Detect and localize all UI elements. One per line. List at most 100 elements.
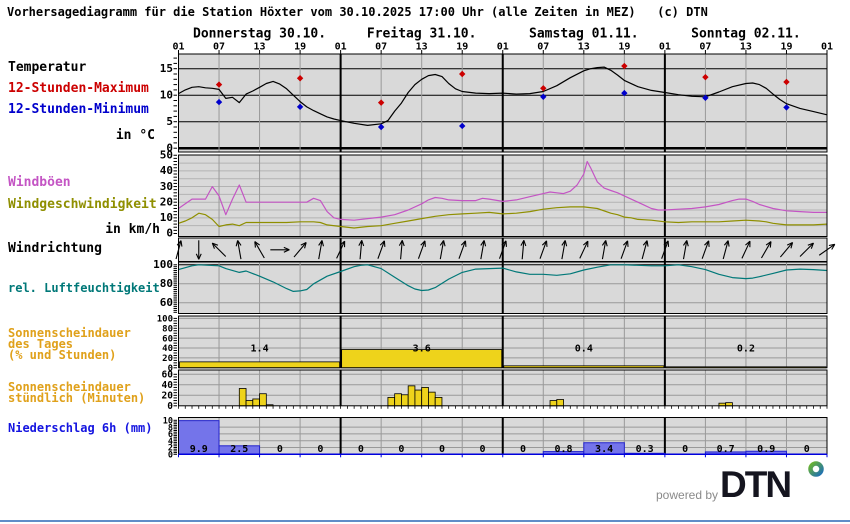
- svg-text:01: 01: [659, 42, 671, 53]
- precipitation-bars: [178, 420, 787, 455]
- svg-text:60: 60: [162, 370, 174, 381]
- svg-text:20: 20: [162, 391, 174, 402]
- svg-text:Freitag 31.10.: Freitag 31.10.: [367, 27, 477, 42]
- sunshine-hourly-label-2: stündlich (Minuten): [8, 391, 146, 405]
- svg-text:19: 19: [618, 42, 630, 53]
- y-axis-labels: 0510150102030405060801000204060801000204…: [153, 62, 173, 461]
- svg-text:50: 50: [160, 148, 173, 161]
- axis-ticks: [173, 50, 828, 455]
- svg-text:80: 80: [162, 324, 173, 334]
- wind-direction-label: Windrichtung: [8, 241, 102, 256]
- svg-text:0: 0: [166, 227, 173, 240]
- svg-text:Donnerstag 30.10.: Donnerstag 30.10.: [193, 27, 326, 42]
- humidity-label: rel. Luftfeuchtigkeit: [8, 281, 160, 295]
- svg-text:10: 10: [160, 211, 173, 224]
- svg-text:60: 60: [162, 334, 173, 344]
- temperature-unit-label: in °C: [115, 128, 155, 143]
- svg-text:3.4: 3.4: [595, 444, 613, 455]
- svg-text:19: 19: [780, 42, 792, 53]
- svg-text:2: 2: [168, 444, 173, 454]
- sunshine-hourly-label-1: Sonnenscheindauer: [8, 380, 131, 394]
- svg-text:6: 6: [168, 430, 173, 440]
- svg-text:13: 13: [254, 42, 266, 53]
- svg-text:Samstag 01.11.: Samstag 01.11.: [529, 27, 639, 42]
- wind-speed-label: Windgeschwindigkeit: [8, 197, 157, 212]
- svg-text:19: 19: [294, 42, 306, 53]
- marker-min: [215, 89, 790, 131]
- svg-text:19: 19: [456, 42, 468, 53]
- x-axis-labels: Donnerstag 30.10. Freitag 31.10. Samstag 0…: [172, 27, 833, 53]
- svg-text:01: 01: [821, 42, 833, 53]
- svg-text:40: 40: [162, 380, 174, 391]
- svg-text:0: 0: [166, 141, 173, 154]
- svg-text:0: 0: [317, 444, 323, 455]
- page-title: Vorhersagediagramm für die Station Höxte…: [7, 5, 708, 19]
- svg-text:0.2: 0.2: [737, 344, 755, 355]
- svg-text:07: 07: [375, 42, 387, 53]
- svg-text:0: 0: [682, 444, 688, 455]
- svg-text:20: 20: [162, 354, 173, 364]
- svg-text:0: 0: [167, 401, 173, 412]
- svg-text:5: 5: [166, 115, 173, 128]
- svg-text:0: 0: [168, 451, 173, 461]
- svg-text:0: 0: [168, 364, 173, 374]
- svg-text:0.9: 0.9: [757, 444, 775, 455]
- sunshine-daily-label-2: des Tages: [8, 337, 74, 351]
- svg-text:13: 13: [740, 42, 752, 53]
- svg-text:0.8: 0.8: [555, 444, 573, 455]
- svg-text:0: 0: [358, 444, 364, 455]
- temperature-panel: [178, 62, 828, 131]
- footer-rule: [0, 520, 850, 522]
- wind-unit-label: in km/h: [105, 222, 160, 237]
- svg-text:2.5: 2.5: [230, 444, 248, 455]
- svg-text:15: 15: [160, 62, 173, 75]
- dtn-logo-dot-icon: [808, 461, 824, 477]
- footer: powered by DTN: [620, 461, 850, 512]
- wind-panel: [178, 160, 828, 229]
- svg-text:10: 10: [160, 88, 173, 101]
- precipitation-label: Niederschlag 6h (mm): [8, 421, 153, 435]
- sunshine-hourly-bars: [238, 385, 733, 407]
- svg-text:0.7: 0.7: [717, 444, 735, 455]
- svg-text:20: 20: [160, 195, 173, 208]
- svg-text:0: 0: [479, 444, 485, 455]
- svg-text:07: 07: [213, 42, 225, 53]
- svg-text:13: 13: [578, 42, 590, 53]
- temperature-max-label: 12-Stunden-Maximum: [8, 81, 149, 96]
- sunshine-daily-label-3: (% und Stunden): [8, 348, 117, 362]
- powered-by-text: powered by: [656, 488, 719, 502]
- svg-text:60: 60: [160, 296, 173, 309]
- svg-text:100: 100: [153, 258, 173, 271]
- humidity-panel: [178, 264, 828, 292]
- wind-gusts-label: Windböen: [8, 175, 71, 190]
- sunshine-daily-label-1: Sonnenscheindauer: [8, 326, 131, 340]
- svg-text:0: 0: [439, 444, 445, 455]
- svg-text:0: 0: [277, 444, 283, 455]
- svg-text:40: 40: [160, 164, 173, 177]
- svg-text:0.3: 0.3: [636, 444, 654, 455]
- svg-text:30: 30: [160, 180, 173, 193]
- panel-borders: [178, 53, 828, 458]
- marker-max: [215, 62, 790, 106]
- precipitation-value-labels: 9.9 2.5 0 0 0 0 0 0 0 0.8 3.4 0.3 0 0.7 0.9 0: [190, 444, 810, 455]
- svg-text:100: 100: [157, 315, 173, 325]
- svg-text:4: 4: [168, 437, 173, 447]
- temperature-label: Temperatur: [8, 60, 87, 75]
- svg-text:80: 80: [160, 277, 173, 290]
- svg-text:0: 0: [520, 444, 526, 455]
- svg-text:0: 0: [804, 444, 810, 455]
- svg-text:07: 07: [699, 42, 711, 53]
- svg-text:3.6: 3.6: [413, 344, 431, 355]
- dtn-logo-text: DTN: [720, 464, 792, 505]
- svg-text:10: 10: [163, 417, 173, 427]
- svg-text:0: 0: [398, 444, 404, 455]
- temperature-min-label: 12-Stunden-Minimum: [8, 102, 149, 117]
- svg-text:Sonntag 02.11.: Sonntag 02.11.: [691, 27, 801, 42]
- svg-text:9.9: 9.9: [190, 444, 208, 455]
- svg-text:8: 8: [168, 423, 173, 433]
- svg-text:07: 07: [537, 42, 549, 53]
- svg-text:01: 01: [172, 42, 184, 53]
- svg-text:1.4: 1.4: [251, 344, 269, 355]
